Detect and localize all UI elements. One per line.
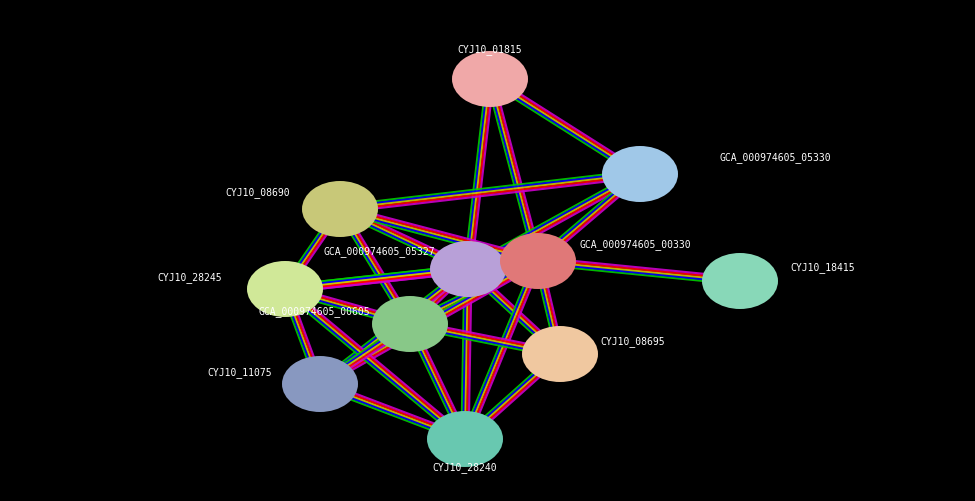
Text: CYJ10_01815: CYJ10_01815 [457,45,523,55]
Ellipse shape [302,182,378,237]
Text: CYJ10_08690: CYJ10_08690 [225,187,290,198]
Ellipse shape [602,147,678,202]
Ellipse shape [500,233,576,290]
Text: CYJ10_28240: CYJ10_28240 [433,461,497,472]
Ellipse shape [247,262,323,317]
Text: GCA_000974605_00605: GCA_000974605_00605 [258,306,370,317]
Text: GCA_000974605_00330: GCA_000974605_00330 [580,239,691,250]
Ellipse shape [702,254,778,310]
Ellipse shape [372,297,448,352]
Text: GCA_000974605_05330: GCA_000974605_05330 [720,152,832,163]
Text: CYJ10_18415: CYJ10_18415 [790,262,855,273]
Text: CYJ10_08695: CYJ10_08695 [600,336,665,347]
Ellipse shape [282,356,358,412]
Text: CYJ10_11075: CYJ10_11075 [208,367,272,378]
Ellipse shape [430,241,506,298]
Ellipse shape [522,326,598,382]
Text: CYJ10_28245: CYJ10_28245 [157,272,222,283]
Ellipse shape [452,52,528,108]
Text: GCA_000974605_05327: GCA_000974605_05327 [324,246,435,257]
Ellipse shape [427,411,503,467]
